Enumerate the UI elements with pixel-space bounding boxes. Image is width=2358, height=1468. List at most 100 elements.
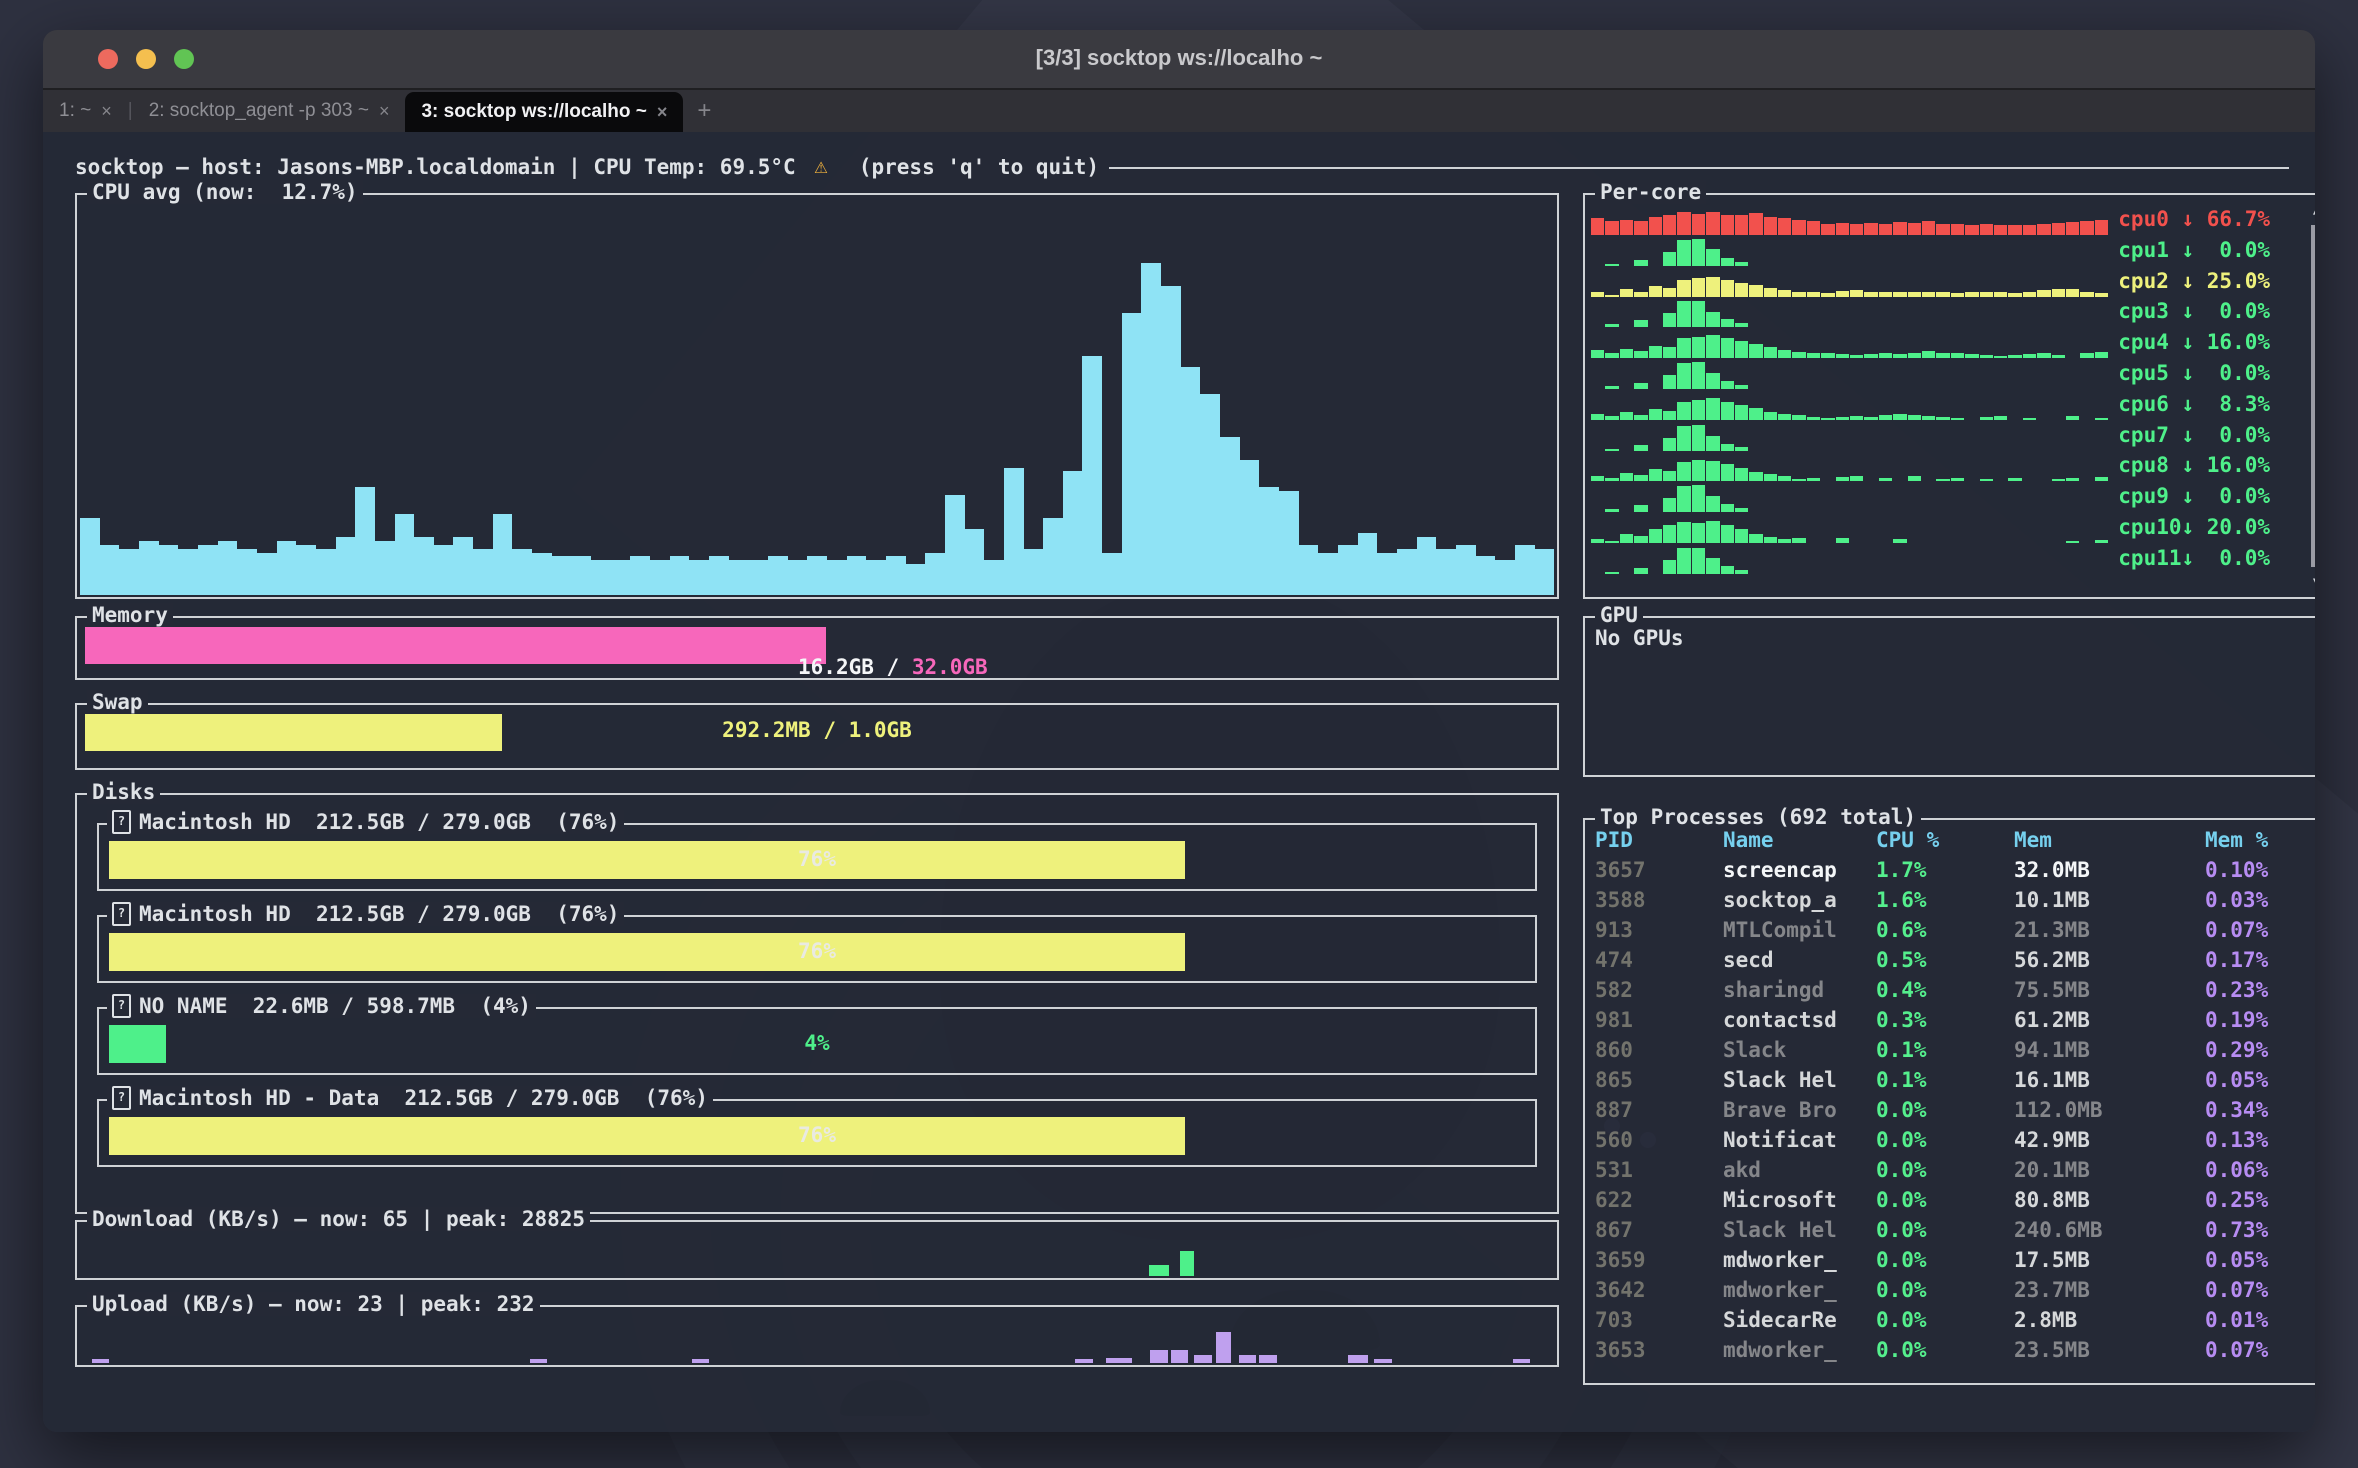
process-pid: 703 <box>1595 1308 1633 1332</box>
process-row: 3657 screencap 1.7% 32.0MB 0.10% <box>1595 858 2315 888</box>
spark-bar <box>1763 287 1778 297</box>
spark-bar <box>1734 385 1749 389</box>
cpu-avg-bar <box>925 552 945 595</box>
spark-bar <box>1677 239 1691 266</box>
spark-bar <box>1778 218 1792 235</box>
spark-bar <box>1763 537 1778 543</box>
net-bar <box>1347 1355 1369 1363</box>
cpu-avg-bar <box>394 513 415 595</box>
spark-bar <box>1893 413 1907 420</box>
spark-bar <box>1792 479 1806 482</box>
core-label: cpu2 ↓ 25.0% <box>2118 268 2270 293</box>
spark-bar <box>1778 413 1792 420</box>
process-cpu: 0.1% <box>1876 1068 1927 1092</box>
spark-bar <box>2022 417 2037 420</box>
core-row: cpu0 ↓ 66.7% <box>1591 205 2270 236</box>
spark-bar <box>1634 259 1648 266</box>
process-mem: 56.2MB <box>2014 948 2090 972</box>
spark-bar <box>1734 341 1749 359</box>
spark-bar <box>1591 218 1605 235</box>
spark-bar <box>1821 417 1835 420</box>
scroll-down-icon[interactable]: ▼ <box>2307 573 2315 593</box>
disk-usage-bar: 76% <box>109 933 1525 971</box>
spark-bar <box>2022 354 2037 359</box>
disk-usage-fill <box>109 1025 166 1063</box>
tab-close-icon[interactable]: × <box>656 101 668 122</box>
spark-bar <box>2094 417 2109 420</box>
cpu-avg-bar <box>709 556 729 595</box>
spark-bar <box>1749 344 1763 359</box>
process-memp: 0.03% <box>2205 888 2269 912</box>
process-pid: 913 <box>1595 918 1633 942</box>
swap-panel-title: Swap <box>87 690 148 714</box>
tab-2[interactable]: 2: socktop_agent -p 303 ~ × <box>133 90 406 132</box>
spark-bar <box>1691 547 1706 574</box>
tab-bar: 1: ~ × | 2: socktop_agent -p 303 ~ × 3: … <box>43 90 2315 132</box>
spark-bar <box>1677 301 1691 328</box>
process-name: Microsoft <box>1723 1188 1837 1212</box>
tab-1[interactable]: 1: ~ × <box>43 90 128 132</box>
upload-panel: Upload (KB/s) — now: 23 | peak: 232 <box>75 1292 1559 1367</box>
cpu-avg-bar <box>1121 313 1142 595</box>
spark-bar <box>1821 353 1835 359</box>
spark-bar <box>1605 415 1619 420</box>
spark-bar <box>1691 485 1706 513</box>
spark-bar <box>1979 291 1993 297</box>
tab-close-icon[interactable]: × <box>378 100 390 121</box>
terminal-window: [3/3] socktop ws://localho ~ 1: ~ × | 2:… <box>43 30 2315 1432</box>
process-pid: 582 <box>1595 978 1633 1002</box>
spark-bar <box>1706 312 1720 328</box>
tab-close-icon[interactable]: × <box>101 100 112 121</box>
process-cpu: 1.7% <box>1876 858 1927 882</box>
spark-bar <box>1619 220 1634 235</box>
per-core-scrollbar[interactable]: ▲ ▼ <box>2307 199 2315 593</box>
spark-bar <box>1835 538 1850 543</box>
spark-bar <box>1634 320 1648 328</box>
process-mem: 23.7MB <box>2014 1278 2090 1302</box>
cpu-avg-bar <box>158 544 179 595</box>
warning-triangle-icon: ⚠ <box>814 154 828 179</box>
core-row: cpu2 ↓ 25.0% <box>1591 267 2270 298</box>
spark-bar <box>1591 539 1605 543</box>
core-label: cpu11↓ 0.0% <box>2118 545 2270 570</box>
cpu-avg-bar <box>453 537 474 595</box>
spark-bar <box>1864 416 1878 420</box>
core-sparkline <box>1591 544 2109 574</box>
scrollbar-track[interactable] <box>2311 225 2315 567</box>
process-name: Brave Bro <box>1723 1098 1837 1122</box>
spark-bar <box>1677 462 1691 482</box>
zoom-button[interactable] <box>174 49 194 69</box>
process-pid: 474 <box>1595 948 1633 972</box>
core-row: cpu7 ↓ 0.0% <box>1591 421 2270 452</box>
cpu-avg-bar <box>296 544 316 595</box>
spark-bar <box>1864 291 1878 297</box>
tab-3-active[interactable]: 3: socktop ws://localho ~ × <box>405 92 684 132</box>
spark-bar <box>1706 335 1720 359</box>
spark-bar <box>1605 221 1619 235</box>
process-row: 3653 mdworker_ 0.0% 23.5MB 0.07% <box>1595 1338 2315 1368</box>
spark-bar <box>1677 401 1691 420</box>
titlebar[interactable]: [3/3] socktop ws://localho ~ <box>43 30 2315 90</box>
minimize-button[interactable] <box>136 49 156 69</box>
spark-bar <box>1806 221 1821 235</box>
process-memp: 0.13% <box>2205 1128 2269 1152</box>
spark-bar <box>2008 355 2022 359</box>
process-cpu: 0.5% <box>1876 948 1927 972</box>
spark-bar <box>1720 401 1734 420</box>
tab-label: 3: socktop ws://localho ~ <box>421 101 647 122</box>
process-row: 887 Brave Bro 0.0% 112.0MB 0.34% <box>1595 1098 2315 1128</box>
cpu-avg-bar <box>885 556 906 595</box>
spark-bar <box>1648 285 1662 297</box>
spark-bar <box>1734 323 1749 328</box>
process-row: 474 secd 0.5% 56.2MB 0.17% <box>1595 948 2315 978</box>
close-button[interactable] <box>98 49 118 69</box>
process-pid: 3588 <box>1595 888 1646 912</box>
cpu-avg-bar <box>866 560 886 595</box>
process-pid: 3653 <box>1595 1338 1646 1362</box>
spark-bar <box>1806 416 1821 420</box>
scroll-up-icon[interactable]: ▲ <box>2307 199 2315 219</box>
spark-bar <box>1950 478 1965 482</box>
new-tab-button[interactable]: + <box>697 97 712 124</box>
spark-bar <box>1619 534 1634 543</box>
spark-bar <box>1648 529 1662 543</box>
